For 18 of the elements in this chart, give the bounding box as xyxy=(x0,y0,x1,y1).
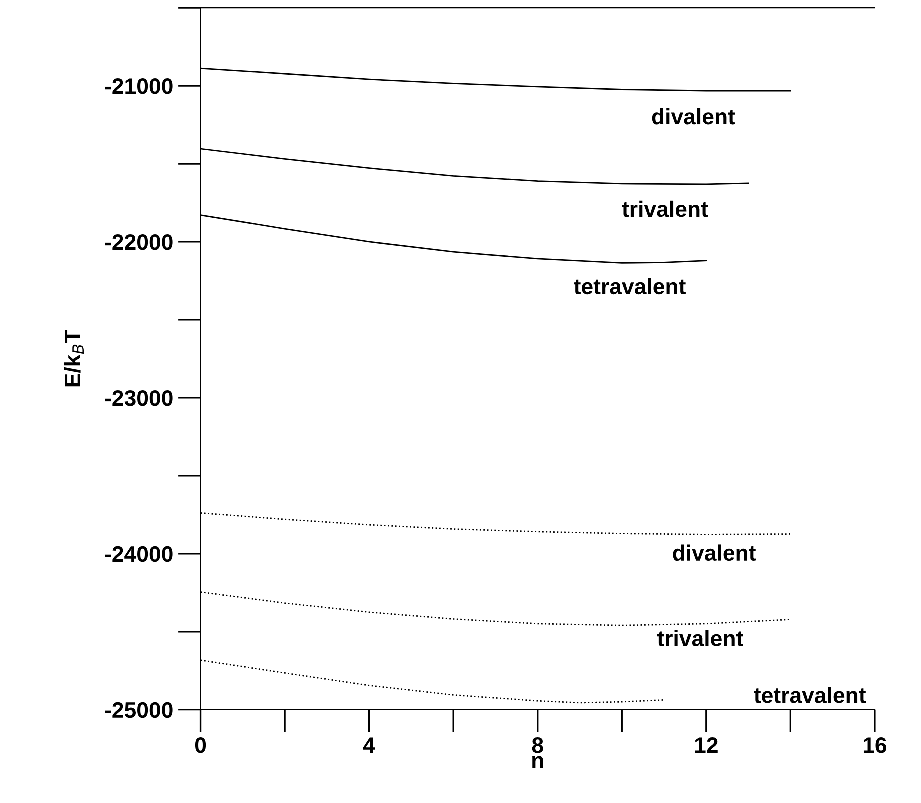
y-axis-title: E/k$_{B}$T xyxy=(64,330,84,387)
annotation: tetravalent xyxy=(574,278,686,295)
x-axis-title: n xyxy=(532,756,544,768)
annotation: trivalent xyxy=(657,630,744,647)
y-tick-label: -22000 xyxy=(105,234,173,250)
x-tick-label: 0 xyxy=(195,738,206,754)
annotation: trivalent xyxy=(622,200,708,218)
x-tick-label: 8 xyxy=(532,738,544,754)
y-tick-label: -24000 xyxy=(105,546,173,562)
x-tick-label: 16 xyxy=(864,738,887,754)
x-tick-label: 12 xyxy=(695,738,718,754)
annotation: divalent xyxy=(673,544,756,562)
y-tick-label: -21000 xyxy=(105,78,173,94)
annotation: divalent xyxy=(652,108,736,125)
x-tick-label: 4 xyxy=(363,738,376,754)
y-tick-label: -25000 xyxy=(105,702,173,718)
annotation: tetravalent xyxy=(754,687,866,704)
y-tick-label: -23000 xyxy=(105,390,173,406)
